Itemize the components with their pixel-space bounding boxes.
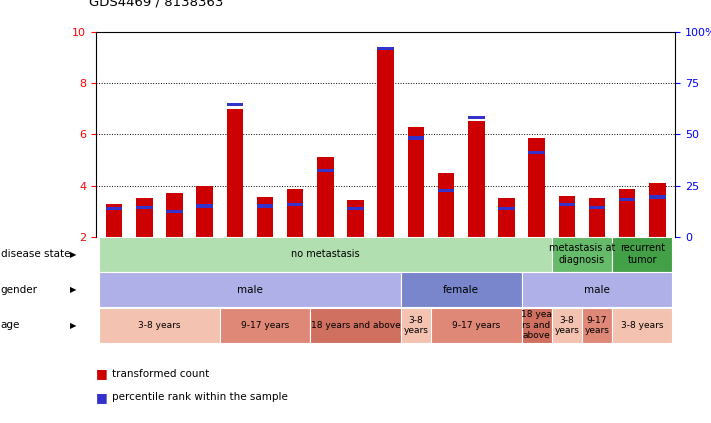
- Text: 3-8
years: 3-8 years: [403, 316, 428, 335]
- Bar: [166, 209, 183, 213]
- Bar: [347, 207, 364, 210]
- Bar: [317, 157, 333, 237]
- Text: transformed count: transformed count: [112, 369, 209, 379]
- Bar: [649, 195, 665, 199]
- Bar: [347, 200, 364, 237]
- Bar: [407, 126, 424, 237]
- Bar: [227, 109, 243, 237]
- Bar: [196, 186, 213, 237]
- Bar: [528, 151, 545, 154]
- Bar: [528, 138, 545, 237]
- Bar: [407, 137, 424, 140]
- Bar: [468, 121, 485, 237]
- Bar: [619, 190, 636, 237]
- Text: gender: gender: [1, 285, 38, 295]
- Text: 9-17 years: 9-17 years: [241, 321, 289, 330]
- Bar: [106, 207, 122, 210]
- Text: ▶: ▶: [70, 285, 76, 294]
- Text: recurrent
tumor: recurrent tumor: [620, 243, 665, 265]
- Text: male: male: [237, 285, 263, 295]
- Text: 18 years and above: 18 years and above: [311, 321, 400, 330]
- Text: 9-17
years: 9-17 years: [584, 316, 609, 335]
- Bar: [438, 173, 454, 237]
- Text: 9-17 years: 9-17 years: [452, 321, 501, 330]
- Bar: [378, 47, 394, 50]
- Bar: [559, 196, 575, 237]
- Text: 18 yea
rs and
above: 18 yea rs and above: [521, 310, 552, 340]
- Text: GDS4469 / 8138363: GDS4469 / 8138363: [89, 0, 223, 8]
- Text: ▶: ▶: [70, 250, 76, 259]
- Bar: [559, 203, 575, 206]
- Bar: [619, 198, 636, 201]
- Bar: [378, 49, 394, 237]
- Text: male: male: [584, 285, 610, 295]
- Text: 3-8 years: 3-8 years: [621, 321, 663, 330]
- Text: metastasis at
diagnosis: metastasis at diagnosis: [549, 243, 615, 265]
- Bar: [287, 203, 304, 206]
- Bar: [589, 206, 605, 209]
- Text: ▶: ▶: [70, 321, 76, 330]
- Bar: [106, 203, 122, 237]
- Bar: [287, 190, 304, 237]
- Bar: [438, 189, 454, 192]
- Bar: [136, 198, 153, 237]
- Text: percentile rank within the sample: percentile rank within the sample: [112, 392, 287, 402]
- Text: 3-8 years: 3-8 years: [138, 321, 181, 330]
- Text: ■: ■: [96, 390, 112, 404]
- Text: no metastasis: no metastasis: [291, 249, 360, 259]
- Text: female: female: [443, 285, 479, 295]
- Bar: [589, 198, 605, 237]
- Text: age: age: [1, 320, 20, 330]
- Bar: [166, 193, 183, 237]
- Bar: [227, 103, 243, 107]
- Bar: [317, 168, 333, 172]
- Bar: [257, 197, 273, 237]
- Bar: [136, 206, 153, 209]
- Bar: [196, 204, 213, 208]
- Text: 3-8
years: 3-8 years: [555, 316, 579, 335]
- Bar: [498, 207, 515, 210]
- Text: disease state: disease state: [1, 249, 70, 259]
- Bar: [257, 204, 273, 208]
- Text: ■: ■: [96, 367, 112, 380]
- Bar: [498, 198, 515, 237]
- Bar: [468, 116, 485, 119]
- Bar: [649, 183, 665, 237]
